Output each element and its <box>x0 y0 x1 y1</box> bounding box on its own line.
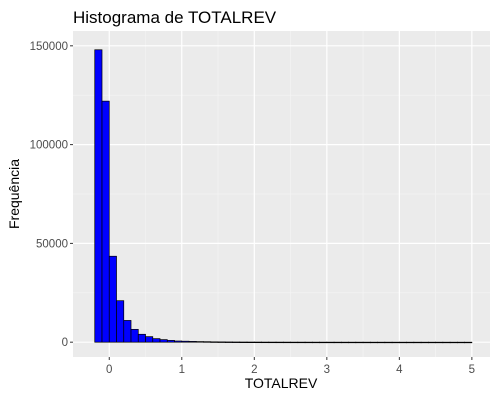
histogram-bar <box>326 341 335 344</box>
histogram-bar <box>210 341 219 343</box>
histogram-bar <box>145 336 154 343</box>
histogram-bar <box>449 341 458 344</box>
histogram-bar <box>435 341 444 344</box>
histogram-bar <box>304 341 313 344</box>
histogram-bar <box>130 328 139 343</box>
x-tick-label: 3 <box>324 364 330 376</box>
histogram-bar <box>377 341 386 344</box>
histogram-bar <box>355 341 364 344</box>
histogram-bar <box>413 341 422 344</box>
histogram-bar <box>369 341 378 344</box>
histogram-bar <box>406 341 415 344</box>
y-tick-label: 0 <box>62 337 68 349</box>
histogram-bar <box>290 341 299 344</box>
x-tick-label: 2 <box>251 364 257 376</box>
histogram-bar <box>457 341 465 344</box>
histogram-bar <box>116 300 125 343</box>
histogram-bar <box>420 341 429 344</box>
histogram-bar <box>217 341 226 343</box>
y-tick-label: 150000 <box>30 41 68 53</box>
y-tick-label: 50000 <box>36 238 68 250</box>
histogram-bar <box>275 341 284 344</box>
histogram-bar <box>246 341 255 343</box>
histogram-bar <box>123 320 132 343</box>
histogram-bar <box>94 49 103 343</box>
histogram-bar <box>384 341 393 344</box>
histogram-bar <box>391 341 400 344</box>
y-axis-title: Frequência <box>6 159 22 229</box>
minor-gridlines <box>73 31 490 357</box>
histogram-bar <box>398 341 407 344</box>
y-axis-ticks: 0 50000 100000 150000 <box>30 41 73 349</box>
histogram-bar <box>188 341 197 343</box>
histogram-bar <box>181 340 190 343</box>
histogram-bar <box>442 341 451 344</box>
histogram-bar <box>108 255 117 343</box>
histogram-bar <box>268 341 277 344</box>
x-tick-label: 5 <box>469 364 475 376</box>
histogram-bar <box>362 341 371 344</box>
x-tick-label: 0 <box>106 364 112 376</box>
x-tick-label: 1 <box>179 364 185 376</box>
histogram-bar <box>174 340 183 343</box>
histogram-bar <box>340 341 349 344</box>
histogram-bar <box>319 341 328 344</box>
x-axis-ticks: 0 1 2 3 4 5 <box>106 357 475 376</box>
histogram-bar <box>195 341 204 343</box>
x-tick-label: 4 <box>396 364 403 376</box>
histogram-bar <box>428 341 436 344</box>
histogram-bar <box>159 339 168 343</box>
histogram-bar <box>137 333 146 343</box>
histogram-bar <box>101 100 110 343</box>
y-tick-label: 100000 <box>30 140 68 152</box>
x-axis-title: TOTALREV <box>245 375 318 391</box>
histogram-bar <box>203 341 212 343</box>
histogram-bar <box>464 341 473 344</box>
histogram-bar <box>152 338 161 343</box>
histogram-bar <box>261 341 270 344</box>
histogram-bar <box>224 341 233 343</box>
chart-title: Histograma de TOTALREV <box>73 8 277 27</box>
histogram-bar <box>333 341 342 344</box>
histogram-bar <box>311 341 320 344</box>
histogram-bar <box>166 340 175 343</box>
histogram-bar <box>253 341 262 344</box>
histogram-bar <box>282 341 291 344</box>
histogram-bar <box>297 341 306 344</box>
histogram-bars <box>94 49 473 344</box>
histogram-bar <box>348 341 357 344</box>
histogram-bar <box>232 341 241 343</box>
histogram-bar <box>239 341 248 343</box>
